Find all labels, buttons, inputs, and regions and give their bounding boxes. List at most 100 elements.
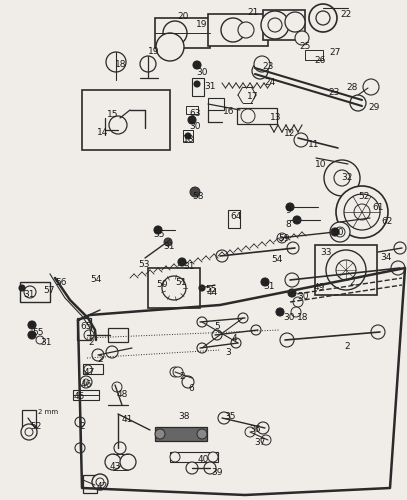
Circle shape	[241, 109, 255, 123]
Text: 16: 16	[223, 107, 234, 116]
Circle shape	[112, 382, 122, 392]
Circle shape	[80, 376, 92, 388]
Circle shape	[185, 133, 191, 139]
Circle shape	[114, 442, 126, 454]
Circle shape	[293, 216, 301, 224]
Text: 12: 12	[284, 129, 295, 138]
Text: 26: 26	[314, 56, 325, 65]
Text: 50: 50	[156, 280, 168, 289]
Circle shape	[238, 22, 254, 38]
Text: 55: 55	[32, 328, 44, 337]
Text: 55: 55	[153, 230, 164, 239]
Text: 17: 17	[247, 92, 258, 101]
Text: 33: 33	[320, 248, 331, 257]
Bar	[228, 210, 240, 228]
Circle shape	[156, 33, 184, 61]
Circle shape	[178, 258, 186, 266]
Bar	[83, 475, 97, 493]
Circle shape	[84, 330, 94, 340]
Text: 65: 65	[80, 322, 92, 331]
Circle shape	[391, 261, 405, 275]
Text: 2: 2	[349, 278, 354, 287]
Text: 54: 54	[90, 275, 101, 284]
Text: 52: 52	[358, 192, 370, 201]
Circle shape	[199, 285, 205, 291]
Text: 44: 44	[207, 288, 218, 297]
Circle shape	[261, 435, 271, 445]
Text: 46: 46	[81, 380, 92, 389]
Text: 31: 31	[204, 82, 215, 91]
Text: 49: 49	[314, 283, 325, 292]
Text: 58: 58	[192, 192, 204, 201]
Text: 4: 4	[232, 334, 238, 343]
Text: 37: 37	[254, 438, 265, 447]
Text: 3: 3	[225, 348, 231, 357]
Text: 57: 57	[43, 286, 55, 295]
Circle shape	[268, 18, 282, 32]
Circle shape	[334, 170, 350, 186]
Circle shape	[155, 429, 165, 439]
Text: 47: 47	[84, 368, 95, 377]
Text: 38: 38	[178, 412, 190, 421]
Circle shape	[92, 474, 108, 490]
Text: 30: 30	[283, 313, 295, 322]
Circle shape	[25, 428, 33, 436]
Circle shape	[394, 242, 406, 254]
Text: 14: 14	[97, 128, 108, 137]
Circle shape	[182, 376, 194, 388]
Bar	[237, 108, 277, 124]
Text: 2: 2	[344, 342, 350, 351]
Circle shape	[140, 56, 156, 72]
Bar	[83, 364, 103, 374]
Circle shape	[350, 95, 366, 111]
Circle shape	[326, 250, 366, 290]
Circle shape	[330, 222, 350, 242]
Circle shape	[288, 289, 296, 297]
Text: 52: 52	[30, 422, 42, 431]
Circle shape	[96, 478, 104, 486]
Text: 25: 25	[299, 42, 311, 51]
Circle shape	[371, 325, 385, 339]
Text: 24: 24	[264, 78, 275, 87]
Circle shape	[84, 365, 92, 373]
Text: 56: 56	[55, 278, 66, 287]
Circle shape	[335, 227, 345, 237]
Text: 15: 15	[107, 110, 118, 119]
Circle shape	[291, 307, 301, 317]
Circle shape	[106, 346, 118, 358]
Text: 18: 18	[115, 60, 127, 69]
Circle shape	[276, 308, 284, 316]
Text: 2: 2	[179, 372, 185, 381]
Circle shape	[285, 273, 299, 287]
Text: 59: 59	[278, 234, 289, 243]
Text: 2: 2	[97, 355, 103, 364]
Bar	[192, 78, 204, 96]
Circle shape	[254, 56, 270, 72]
Bar	[82, 90, 170, 150]
Text: 36: 36	[249, 425, 260, 434]
Text: 42: 42	[97, 482, 108, 491]
Circle shape	[286, 203, 294, 211]
Circle shape	[336, 186, 388, 238]
Text: 32: 32	[341, 173, 352, 182]
Circle shape	[105, 454, 121, 470]
Circle shape	[295, 31, 309, 45]
Circle shape	[163, 21, 187, 45]
Text: 43: 43	[110, 462, 121, 471]
Text: 41: 41	[122, 415, 133, 424]
Circle shape	[170, 452, 180, 462]
Circle shape	[363, 79, 379, 95]
Text: 20: 20	[177, 12, 188, 21]
Circle shape	[83, 379, 89, 385]
Text: 30: 30	[196, 68, 208, 77]
Bar	[155, 18, 210, 48]
Circle shape	[19, 285, 25, 291]
Bar	[20, 282, 50, 302]
Circle shape	[280, 333, 294, 347]
Circle shape	[294, 133, 308, 147]
Bar	[208, 98, 224, 110]
Bar	[305, 50, 323, 60]
Text: 23: 23	[328, 88, 339, 97]
Circle shape	[344, 194, 380, 230]
Circle shape	[164, 238, 172, 246]
